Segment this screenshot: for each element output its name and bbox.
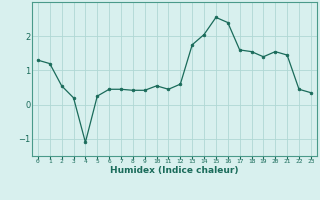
X-axis label: Humidex (Indice chaleur): Humidex (Indice chaleur) — [110, 166, 239, 175]
